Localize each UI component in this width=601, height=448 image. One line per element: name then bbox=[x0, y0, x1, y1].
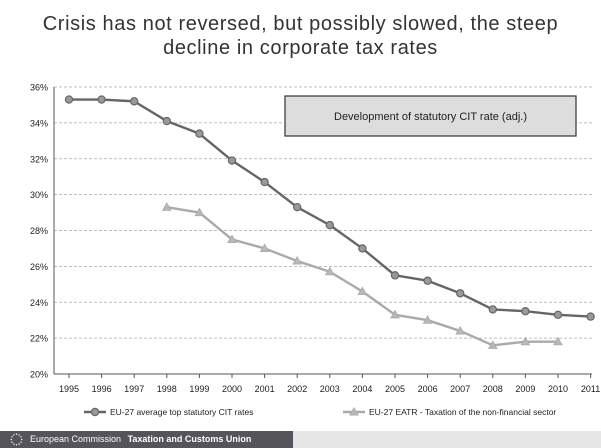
series-1-point bbox=[423, 276, 432, 285]
series-1-point bbox=[456, 289, 465, 298]
series-1-point bbox=[521, 307, 530, 316]
annotation-box bbox=[284, 95, 577, 137]
x-tick-label: 2007 bbox=[450, 384, 470, 394]
footer-gray-bar bbox=[293, 431, 601, 448]
series-1-point bbox=[293, 202, 302, 212]
x-tick-label: 1999 bbox=[189, 384, 209, 394]
footer-text: European Commission Taxation and Customs… bbox=[30, 433, 251, 446]
x-tick-label: 2003 bbox=[320, 384, 340, 394]
y-tick-label: 34% bbox=[30, 118, 48, 128]
y-tick-label: 24% bbox=[30, 298, 48, 308]
series-2-point bbox=[487, 340, 498, 349]
series-2-point bbox=[422, 315, 433, 324]
y-tick-label: 30% bbox=[30, 190, 48, 200]
series-line-2 bbox=[166, 205, 558, 347]
legend-label-1: EU-27 average top statutory CIT rates bbox=[110, 407, 253, 417]
y-tick-label: 28% bbox=[30, 226, 48, 236]
series-1-point bbox=[260, 177, 269, 187]
series-2-point bbox=[194, 207, 205, 217]
series-1-point bbox=[358, 244, 367, 253]
legend-marker-2 bbox=[349, 406, 359, 416]
footer-brand-bar: European Commission Taxation and Customs… bbox=[0, 431, 293, 448]
series-1-point bbox=[325, 220, 334, 230]
series-1-point bbox=[586, 312, 595, 321]
series-2-point bbox=[553, 336, 563, 346]
x-tick-label: 2008 bbox=[483, 384, 503, 394]
footer-department: Taxation and Customs Union bbox=[127, 434, 252, 444]
chart-title-line-2: decline in corporate tax rates bbox=[163, 37, 438, 59]
series-1-point bbox=[195, 129, 204, 138]
x-tick-label: 2011 bbox=[581, 384, 600, 394]
y-tick-label: 26% bbox=[30, 262, 48, 272]
x-tick-label: 2005 bbox=[385, 384, 405, 394]
x-tick-label: 1998 bbox=[157, 384, 177, 394]
line-chart: 20% 22% 24% 26% 28% 30% 32% 34% 36% 1995 1996 1997 1… bbox=[30, 83, 600, 418]
series-2-point bbox=[227, 234, 237, 244]
y-tick-label: 22% bbox=[30, 334, 48, 344]
y-tick-label: 32% bbox=[30, 154, 48, 164]
x-tick-label: 2000 bbox=[222, 384, 242, 394]
series-2-point bbox=[390, 309, 400, 319]
legend-marker-1 bbox=[90, 407, 100, 417]
series-1-point bbox=[97, 95, 106, 104]
series-2-point bbox=[455, 325, 466, 335]
y-tick-label: 20% bbox=[30, 370, 48, 380]
series-1-point bbox=[488, 305, 497, 314]
series-1-point bbox=[553, 310, 563, 320]
series-1-point bbox=[129, 97, 139, 106]
x-tick-label: 1996 bbox=[92, 384, 112, 394]
eu-stars-icon bbox=[10, 433, 23, 446]
series-2-point bbox=[292, 255, 303, 265]
annotation-text: Development of statutory CIT rate (adj.) bbox=[334, 111, 527, 123]
x-tick-label: 1997 bbox=[124, 384, 144, 394]
x-tick-label: 2001 bbox=[255, 384, 275, 394]
series-1-point bbox=[227, 156, 237, 165]
series-1-point bbox=[162, 116, 171, 126]
x-tick-label: 2002 bbox=[287, 384, 307, 394]
series-1-point bbox=[64, 95, 74, 104]
chart-title-line-1: Crisis has not reversed, but possibly sl… bbox=[42, 13, 559, 35]
x-tick-label: 2010 bbox=[548, 384, 568, 394]
series-2-point bbox=[357, 286, 368, 296]
series-2-point bbox=[520, 336, 531, 346]
x-tick-label: 2006 bbox=[418, 384, 438, 394]
x-tick-label: 2009 bbox=[515, 384, 535, 394]
x-tick-label: 2004 bbox=[352, 384, 372, 394]
series-1-point bbox=[390, 271, 400, 280]
chart-title: Crisis has not reversed, but possibly sl… bbox=[0, 12, 601, 60]
series-2-point bbox=[161, 202, 172, 211]
x-tick-label: 1995 bbox=[59, 384, 79, 394]
series-2-point bbox=[324, 266, 335, 276]
y-tick-label: 36% bbox=[30, 83, 48, 93]
series-2-point bbox=[259, 243, 270, 252]
footer-organization: European Commission bbox=[30, 434, 122, 444]
legend-label-2: EU-27 EATR - Taxation of the non-financi… bbox=[369, 407, 556, 417]
